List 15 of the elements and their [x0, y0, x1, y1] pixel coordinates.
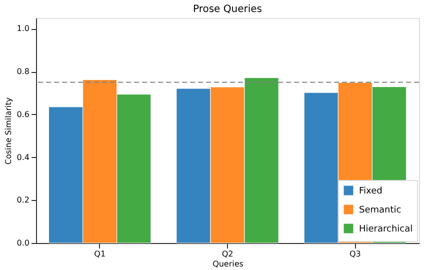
y-tick-label: 0.2 — [16, 196, 30, 205]
chart-title: Prose Queries — [192, 4, 262, 15]
y-tick-label: 0.6 — [16, 110, 30, 119]
x-tick-label: Q3 — [349, 250, 361, 258]
x-axis-title: Queries — [212, 260, 244, 268]
legend-label: Semantic — [359, 206, 402, 216]
y-tick-label: 0.8 — [16, 67, 30, 76]
y-tick-label: 0.0 — [16, 238, 30, 248]
legend-label: Hierarchical — [359, 224, 413, 234]
legend-label: Fixed — [359, 186, 382, 196]
y-tick-label: 0.4 — [16, 152, 30, 162]
x-tick-label: Q1 — [94, 250, 106, 258]
x-tick-label: Q2 — [222, 250, 234, 258]
y-tick-label: 1.0 — [16, 24, 30, 34]
y-axis-title: Cosine Similarity — [4, 97, 13, 165]
